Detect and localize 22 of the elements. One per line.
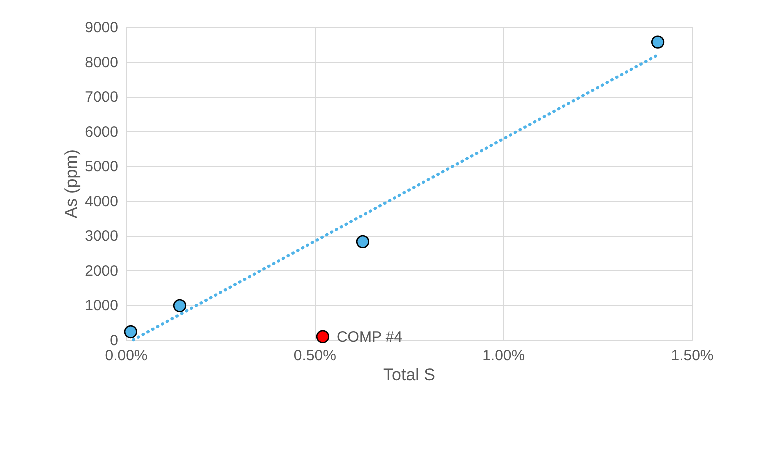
y-tick-label: 1000 bbox=[85, 298, 118, 315]
y-tick-label: 0 bbox=[110, 332, 118, 350]
point bbox=[356, 235, 370, 248]
y-tick-label: 2000 bbox=[85, 262, 118, 280]
point bbox=[124, 325, 138, 339]
y-axis-title: As (ppm) bbox=[62, 150, 82, 218]
x-tick-label: 1.50% bbox=[671, 348, 714, 364]
point bbox=[173, 299, 187, 312]
y-tick-label: 4000 bbox=[85, 193, 118, 210]
y-tick-label: 7000 bbox=[85, 89, 118, 106]
x-tick-label: 0.00% bbox=[105, 348, 148, 364]
x-tick-label: 1.00% bbox=[482, 348, 526, 364]
y-tick-label: 3000 bbox=[85, 228, 118, 246]
annotation: COMP #4 bbox=[336, 328, 403, 346]
y-tick-label: 6000 bbox=[85, 124, 118, 141]
x-tick-label: 0.50% bbox=[294, 348, 336, 364]
point bbox=[316, 330, 330, 344]
y-tick-label: 8000 bbox=[85, 54, 118, 72]
x-axis-title: Total S bbox=[384, 366, 436, 384]
y-tick-label: 9000 bbox=[85, 20, 118, 36]
y-tick-label: 5000 bbox=[85, 158, 118, 176]
point bbox=[651, 36, 665, 49]
